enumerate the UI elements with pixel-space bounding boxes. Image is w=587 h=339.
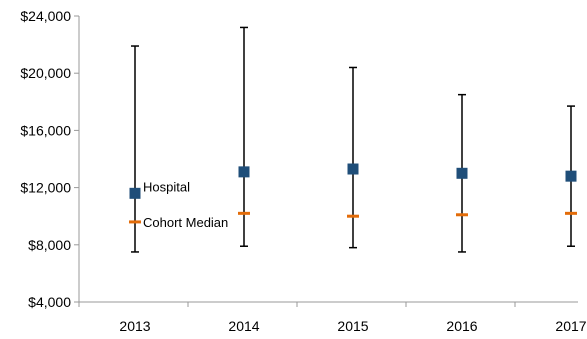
hospital-point <box>347 163 359 175</box>
annotation-label: Hospital <box>143 179 190 194</box>
y-tick-label: $4,000 <box>28 294 71 310</box>
x-tick-label: 2014 <box>228 318 259 334</box>
x-tick-label: 2013 <box>119 318 150 334</box>
hospital-point <box>456 167 468 179</box>
x-tick-label: 2015 <box>337 318 368 334</box>
y-tick-label: $20,000 <box>20 65 71 81</box>
hospital-point <box>238 166 250 178</box>
y-tick-label: $16,000 <box>20 122 71 138</box>
hospital-point <box>129 187 141 199</box>
annotations: Hospital Cohort Median <box>143 179 228 230</box>
annotation-label: Cohort Median <box>143 215 228 230</box>
x-axis: 2013 2014 2015 2016 2017 <box>78 302 587 334</box>
y-tick-label: $8,000 <box>28 237 71 253</box>
y-tick-label: $12,000 <box>20 180 71 196</box>
y-tick-label: $24,000 <box>20 8 71 24</box>
hospital-point <box>565 170 577 182</box>
x-tick-label: 2017 <box>555 318 586 334</box>
x-tick-label: 2016 <box>446 318 477 334</box>
range-bars <box>131 26 575 253</box>
data-markers <box>129 163 577 224</box>
y-axis: $4,000 $8,000 $12,000 $16,000 $20,000 $24,000 <box>20 8 79 310</box>
